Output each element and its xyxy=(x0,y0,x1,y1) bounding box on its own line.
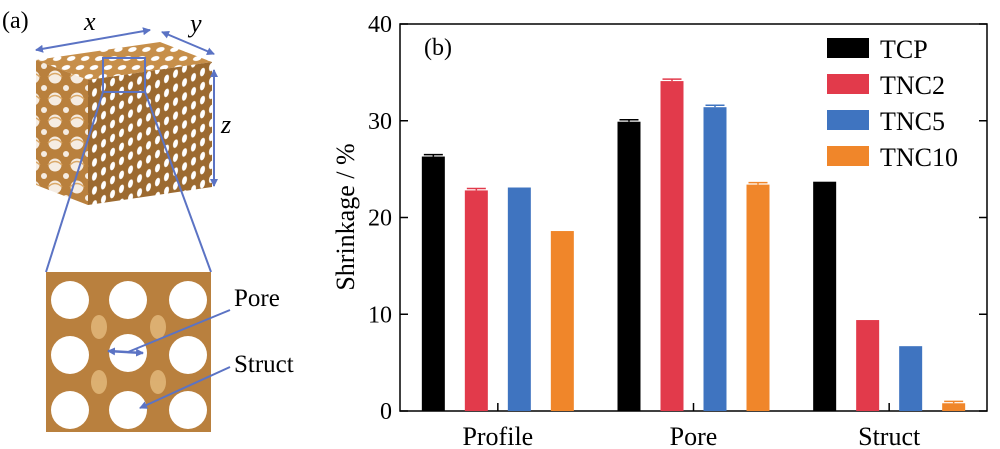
zoom-line-left xyxy=(45,91,104,273)
bar-tnc10-pore xyxy=(746,184,770,411)
x-axis-ticks: Profile Pore Struct xyxy=(462,403,921,449)
x-tick-label: Pore xyxy=(670,422,718,449)
x-dimension-arrow xyxy=(35,27,151,53)
y-axis-label: Shrinkage / % xyxy=(331,143,360,290)
zoomed-lattice-image xyxy=(46,272,211,432)
lattice-cube-image xyxy=(36,42,212,205)
shrinkage-bar-chart: (b) Shrinkage / % 0 10 20 30 40 Profile Pore S… xyxy=(331,12,988,449)
legend-label-tnc5: TNC5 xyxy=(880,107,945,136)
bar-tnc5-pore xyxy=(703,107,727,411)
bar-tcp-profile xyxy=(421,156,445,411)
pore-label: Pore xyxy=(234,285,280,312)
bar-tnc2-pore xyxy=(660,81,684,412)
panel-b-label: (b) xyxy=(424,35,452,61)
legend-swatch-tcp xyxy=(827,38,869,58)
struct-pointer-arrow xyxy=(139,366,231,409)
y-tick-label: 0 xyxy=(380,399,392,425)
legend-label-tnc10: TNC10 xyxy=(880,143,958,172)
y-dimension-arrow xyxy=(161,31,215,55)
y-axis-ticks: 0 10 20 30 40 xyxy=(368,12,987,425)
bar-tnc5-profile xyxy=(507,187,531,411)
y-tick-label: 30 xyxy=(368,109,392,135)
legend: TCP TNC2 TNC5 TNC10 xyxy=(827,35,958,172)
bar-tnc2-struct xyxy=(856,320,880,411)
bar-tnc10-profile xyxy=(550,231,574,411)
bar-tcp-struct xyxy=(813,181,837,411)
struct-label: Struct xyxy=(234,351,294,378)
panel-a: (a) x y z xyxy=(2,7,294,432)
bars xyxy=(421,78,966,412)
zoom-region-box xyxy=(102,57,146,93)
y-tick-label: 10 xyxy=(368,302,392,328)
bar-tnc5-struct xyxy=(899,346,923,411)
x-tick-label: Struct xyxy=(858,422,921,449)
bar-tnc10-struct xyxy=(942,403,966,411)
y-tick-label: 20 xyxy=(368,206,392,232)
legend-label-tnc2: TNC2 xyxy=(880,71,945,100)
legend-swatch-tnc10 xyxy=(827,146,869,166)
panel-a-label: (a) xyxy=(2,8,29,34)
zoom-line-right xyxy=(144,91,212,273)
x-tick-label: Profile xyxy=(462,422,533,449)
y-tick-label: 40 xyxy=(368,12,392,38)
z-axis-letter: z xyxy=(220,110,231,139)
legend-swatch-tnc2 xyxy=(827,74,869,94)
pore-width-arrow xyxy=(107,347,144,357)
y-axis-letter: y xyxy=(187,9,202,38)
legend-swatch-tnc5 xyxy=(827,110,869,130)
pore-pointer-line xyxy=(127,309,231,353)
bar-tnc2-profile xyxy=(464,190,488,411)
bar-tcp-pore xyxy=(617,121,641,411)
legend-label-tcp: TCP xyxy=(880,35,928,64)
x-axis-letter: x xyxy=(83,7,96,36)
